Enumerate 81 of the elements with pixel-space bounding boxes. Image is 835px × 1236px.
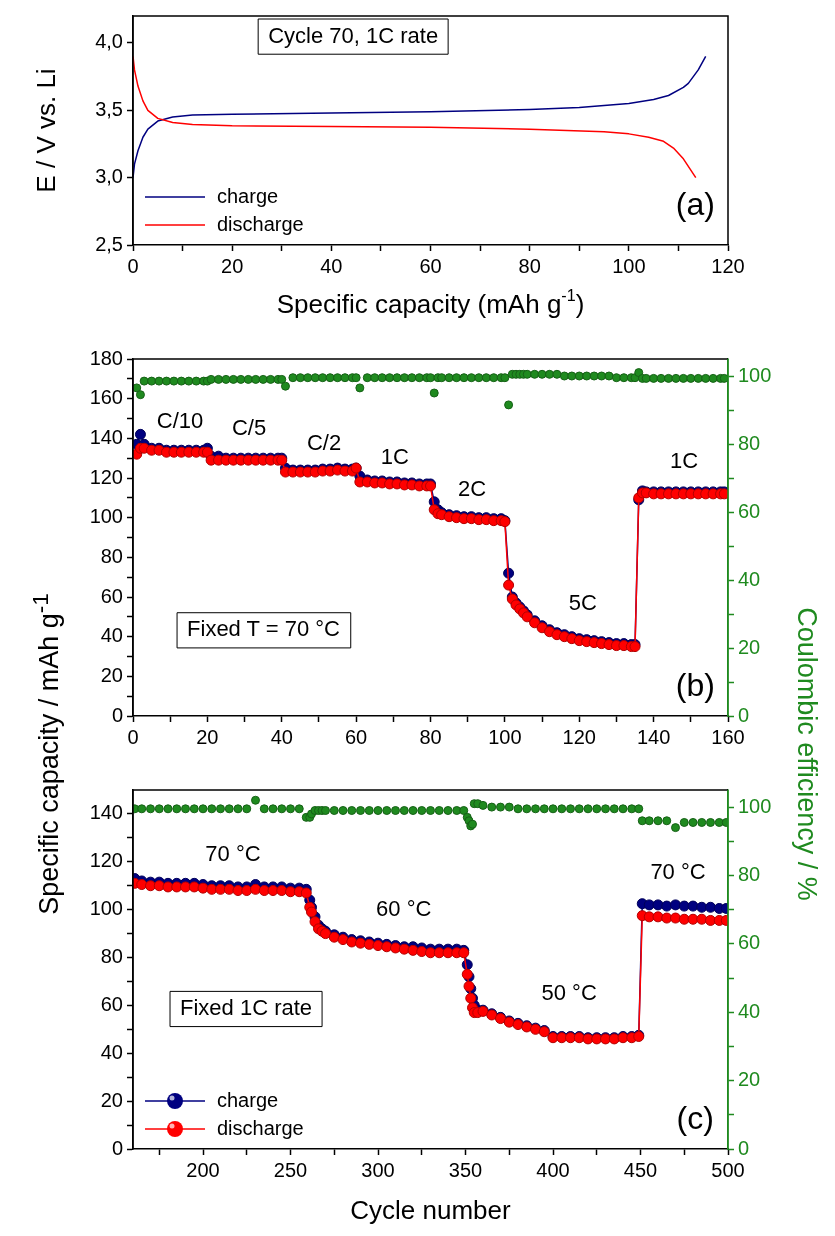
x-tick-label: 60	[345, 725, 368, 748]
x-tick-label: 120	[562, 725, 596, 748]
y-tick-label: 2,5	[95, 232, 123, 255]
annotation: Cycle 70, 1C rate	[268, 22, 439, 48]
annotation: Fixed T = 70 °C	[187, 616, 341, 642]
y2-tick-label: 0	[738, 1136, 750, 1159]
annotation: 70 °C	[205, 841, 261, 867]
x-tick-label: 0	[127, 725, 139, 748]
y2-axis-title: Coulombic efficiency / %	[790, 607, 822, 901]
x-tick-label: 400	[536, 1158, 570, 1181]
y-tick-label: 0	[111, 1136, 123, 1159]
annotation: Fixed 1C rate	[180, 995, 313, 1021]
y-tick-label: 60	[100, 992, 123, 1015]
annotation: 2C	[458, 476, 487, 502]
y-tick-label: 80	[100, 945, 123, 968]
x-tick-label: 20	[196, 725, 219, 748]
y2-tick-label: 20	[738, 1068, 761, 1091]
x-tick-label: 200	[186, 1158, 220, 1181]
y-tick-label: 60	[100, 584, 123, 607]
y2-tick-label: 60	[738, 499, 761, 522]
y2-tick-label: 100	[738, 794, 772, 817]
annotation: (a)	[675, 185, 715, 222]
y2-tick-label: 60	[738, 931, 761, 954]
x-tick-label: 20	[221, 254, 244, 277]
y-tick-label: 40	[100, 624, 123, 647]
y-tick-label: 20	[100, 663, 123, 686]
annotation: 60 °C	[376, 895, 432, 921]
x-tick-label: 500	[711, 1158, 745, 1181]
y-tick-label: 20	[100, 1088, 123, 1111]
y2-tick-label: 80	[738, 431, 761, 454]
annotation: C/5	[231, 415, 267, 441]
x-tick-label: 300	[361, 1158, 395, 1181]
annotation: (c)	[676, 1100, 714, 1137]
y2-tick-label: 100	[738, 363, 772, 386]
y2-tick-label: 40	[738, 999, 761, 1022]
y-tick-label: 100	[89, 897, 123, 920]
x-tick-label: 450	[623, 1158, 658, 1181]
y2-tick-label: 80	[738, 862, 761, 885]
x-tick-label: 0	[127, 254, 139, 277]
annotation: 50 °C	[541, 979, 597, 1005]
x-tick-label: 100	[612, 254, 646, 277]
x-tick-label: 250	[273, 1158, 308, 1181]
legend-label: charge	[217, 1088, 279, 1111]
x-tick-label: 40	[320, 254, 343, 277]
x-tick-label: 60	[419, 254, 442, 277]
y-tick-label: 160	[89, 386, 123, 409]
y2-tick-label: 20	[738, 635, 761, 658]
x-tick-label: 160	[711, 725, 745, 748]
y-tick-label: 3,5	[95, 97, 123, 120]
annotation: 1C	[380, 443, 409, 469]
y-tick-label: 80	[100, 544, 123, 567]
annotation: C/2	[306, 430, 342, 456]
y2-tick-label: 40	[738, 567, 761, 590]
annotation: 5C	[568, 589, 597, 615]
x-tick-label: 140	[636, 725, 671, 748]
x-axis-title: Cycle number	[350, 1195, 512, 1226]
legend-label: discharge	[217, 1116, 304, 1139]
x-tick-label: 350	[448, 1158, 483, 1181]
x-tick-label: 80	[419, 725, 442, 748]
annotation: C/10	[156, 407, 204, 433]
y-tick-label: 4,0	[95, 30, 123, 53]
y-tick-label: 120	[89, 849, 123, 872]
x-tick-label: 80	[518, 254, 541, 277]
annotation: 70 °C	[650, 858, 706, 884]
y-tick-label: 140	[89, 425, 123, 448]
y-tick-label: 140	[89, 801, 123, 824]
y-tick-label: 100	[89, 505, 123, 528]
annotation: (b)	[675, 667, 715, 704]
y-tick-label: 180	[89, 346, 123, 369]
x-tick-label: 100	[488, 725, 522, 748]
y-axis-title: E / V vs. Li	[31, 68, 62, 193]
annotation: 1C	[669, 448, 699, 474]
x-tick-label: 120	[711, 254, 745, 277]
y-tick-label: 120	[89, 465, 123, 488]
y-tick-label: 3,0	[95, 165, 123, 188]
legend-label: discharge	[217, 212, 304, 235]
legend-label: charge	[217, 184, 279, 207]
y-tick-label: 40	[100, 1040, 123, 1063]
x-tick-label: 40	[270, 725, 293, 748]
y2-tick-label: 0	[738, 703, 750, 726]
y-tick-label: 0	[111, 703, 123, 726]
